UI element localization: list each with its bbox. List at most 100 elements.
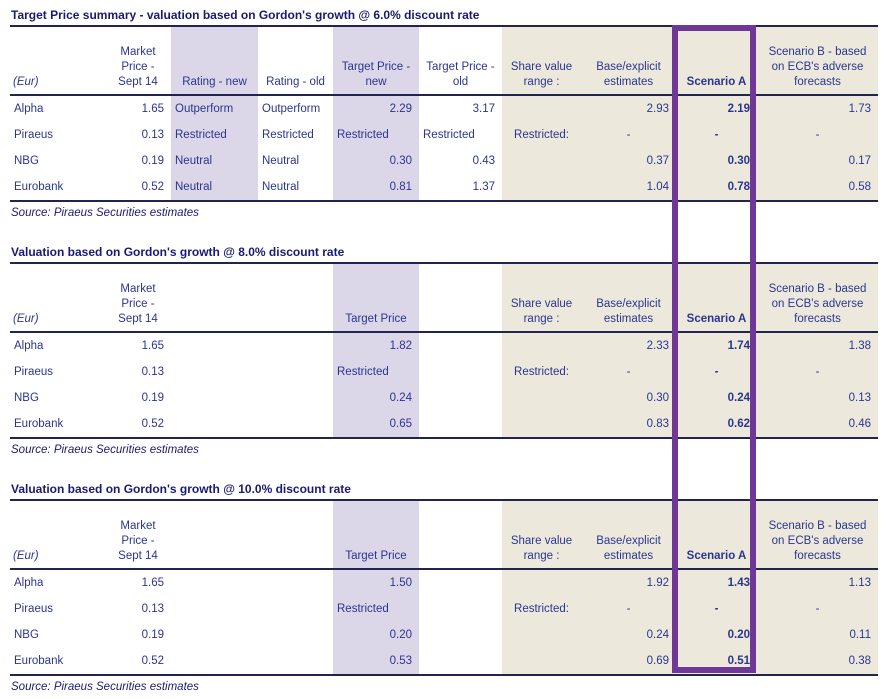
cell-base-explicit-estimates: 0.83 bbox=[581, 411, 676, 437]
cell-share-value-range bbox=[502, 648, 581, 674]
cell-empty bbox=[258, 596, 333, 622]
cell-empty bbox=[258, 648, 333, 674]
cell-market-price: 0.52 bbox=[141, 418, 164, 430]
row-label: Piraeus bbox=[14, 129, 53, 141]
header-target-price: Target Price bbox=[333, 501, 419, 568]
source-note: Source: Piraeus Securities estimates bbox=[11, 681, 199, 693]
table-title: Target Price summary - valuation based o… bbox=[10, 8, 878, 27]
header-scenario-b: Scenario B - based on ECB's adverse fore… bbox=[757, 27, 878, 94]
cell-target-price: 0.24 bbox=[333, 385, 419, 411]
header-empty bbox=[258, 501, 333, 568]
row-label: NBG bbox=[14, 392, 39, 404]
cell-base-explicit-estimates: 0.69 bbox=[581, 648, 676, 674]
cell-empty bbox=[258, 333, 333, 359]
cell-scenario-b: 0.46 bbox=[757, 411, 878, 437]
table-gordon-6pct: Target Price summary - valuation based o… bbox=[10, 8, 878, 219]
cell-scenario-b: 1.13 bbox=[757, 570, 878, 596]
cell-target-price: Restricted bbox=[333, 359, 419, 385]
cell-market-price: 0.19 bbox=[141, 629, 164, 641]
cell-target-price-new: 2.29 bbox=[333, 96, 419, 122]
cell-target-price-new: 0.81 bbox=[333, 174, 419, 200]
cell-scenario-b: - bbox=[757, 359, 878, 385]
cell-market-price: 0.19 bbox=[141, 392, 164, 404]
row-label: Alpha bbox=[14, 340, 44, 352]
cell-target-price: 0.20 bbox=[333, 622, 419, 648]
cell-empty bbox=[258, 411, 333, 437]
header-scenario-b: Scenario B - based on ECB's adverse fore… bbox=[757, 264, 878, 331]
cell-rating-old: Restricted bbox=[262, 129, 314, 141]
cell-share-value-range: Restricted: bbox=[502, 596, 581, 622]
cell-scenario-a: 0.78 bbox=[676, 174, 757, 200]
cell-scenario-a: - bbox=[676, 122, 757, 148]
cell-target-price-old: 1.37 bbox=[472, 181, 495, 193]
header-empty bbox=[171, 264, 258, 331]
row-label: Eurobank bbox=[14, 655, 64, 667]
cell-scenario-a: - bbox=[676, 359, 757, 385]
cell-scenario-a: 0.30 bbox=[676, 148, 757, 174]
header-empty bbox=[258, 264, 333, 331]
cell-base-explicit-estimates: 1.92 bbox=[581, 570, 676, 596]
cell-market-price: 0.13 bbox=[141, 366, 164, 378]
table-body: Alpha 1.65 Outperform Outperform 2.29 3.17 2.9… bbox=[10, 96, 878, 202]
cell-share-value-range bbox=[502, 570, 581, 596]
cell-rating-new: Neutral bbox=[171, 148, 258, 174]
cell-empty bbox=[419, 359, 502, 385]
cell-rating-new: Neutral bbox=[171, 174, 258, 200]
cell-scenario-a: 0.20 bbox=[676, 622, 757, 648]
cell-target-price-new: Restricted bbox=[333, 122, 419, 148]
cell-share-value-range bbox=[502, 96, 581, 122]
cell-base-explicit-estimates: 1.04 bbox=[581, 174, 676, 200]
cell-base-explicit-estimates: - bbox=[581, 122, 676, 148]
cell-scenario-a: 1.74 bbox=[676, 333, 757, 359]
header-scenario-a: Scenario A bbox=[676, 501, 757, 568]
header-empty bbox=[419, 501, 502, 568]
cell-scenario-b: 0.58 bbox=[757, 174, 878, 200]
header-scenario-b: Scenario B - based on ECB's adverse fore… bbox=[757, 501, 878, 568]
cell-market-price: 0.52 bbox=[141, 655, 164, 667]
header-eur: (Eur) bbox=[13, 76, 39, 88]
cell-scenario-b: 0.17 bbox=[757, 148, 878, 174]
cell-share-value-range: Restricted: bbox=[502, 359, 581, 385]
cell-empty bbox=[171, 570, 258, 596]
header-empty bbox=[171, 501, 258, 568]
table-body: Alpha 1.65 1.50 1.92 1.43 1.13 Piraeus 0.13 Rest… bbox=[10, 570, 878, 676]
table-header-row: (Eur) Market Price - Sept 14 Target Price S… bbox=[10, 264, 878, 333]
cell-scenario-b: - bbox=[757, 596, 878, 622]
cell-base-explicit-estimates: 0.37 bbox=[581, 148, 676, 174]
cell-market-price: 0.13 bbox=[141, 129, 164, 141]
cell-target-price-old: 0.43 bbox=[472, 155, 495, 167]
row-label: Piraeus bbox=[14, 603, 53, 615]
header-base-explicit-estimates: Base/explicit estimates bbox=[581, 264, 676, 331]
cell-rating-new: Outperform bbox=[171, 96, 258, 122]
cell-scenario-b: - bbox=[757, 122, 878, 148]
cell-empty bbox=[258, 622, 333, 648]
cell-empty bbox=[258, 385, 333, 411]
cell-share-value-range bbox=[502, 385, 581, 411]
table-title: Valuation based on Gordon's growth @ 10.… bbox=[10, 482, 878, 501]
cell-target-price: 0.53 bbox=[333, 648, 419, 674]
header-share-value-range: Share value range : bbox=[502, 264, 581, 331]
cell-base-explicit-estimates: - bbox=[581, 359, 676, 385]
header-target-price-old: Target Price - old bbox=[426, 61, 495, 88]
cell-target-price-new: 0.30 bbox=[333, 148, 419, 174]
cell-rating-old: Neutral bbox=[262, 155, 300, 167]
cell-scenario-a: 2.19 bbox=[676, 96, 757, 122]
cell-empty bbox=[419, 570, 502, 596]
cell-empty bbox=[419, 648, 502, 674]
header-scenario-a: Scenario A bbox=[676, 27, 757, 94]
table-gordon-10pct: Valuation based on Gordon's growth @ 10.… bbox=[10, 482, 878, 693]
header-scenario-a: Scenario A bbox=[676, 264, 757, 331]
cell-scenario-b: 0.13 bbox=[757, 385, 878, 411]
table-gordon-8pct: Valuation based on Gordon's growth @ 8.0… bbox=[10, 245, 878, 456]
cell-empty bbox=[419, 385, 502, 411]
cell-target-price: 0.65 bbox=[333, 411, 419, 437]
cell-market-price: 1.65 bbox=[141, 340, 164, 352]
cell-target-price: Restricted bbox=[333, 596, 419, 622]
cell-rating-new: Restricted bbox=[171, 122, 258, 148]
cell-scenario-b: 1.73 bbox=[757, 96, 878, 122]
cell-base-explicit-estimates: 2.93 bbox=[581, 96, 676, 122]
cell-scenario-a: 0.51 bbox=[676, 648, 757, 674]
cell-scenario-a: 0.62 bbox=[676, 411, 757, 437]
cell-empty bbox=[171, 411, 258, 437]
